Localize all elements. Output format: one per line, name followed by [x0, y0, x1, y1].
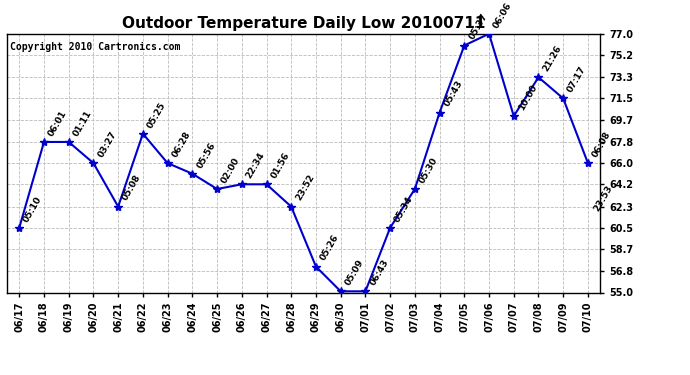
Text: 10:00: 10:00 [517, 83, 538, 112]
Text: 23:53: 23:53 [592, 184, 614, 213]
Text: 23:52: 23:52 [294, 173, 316, 202]
Text: 05:34: 05:34 [393, 194, 415, 224]
Text: 05:08: 05:08 [121, 173, 143, 202]
Text: 05:10: 05:10 [22, 195, 44, 224]
Text: 05:09: 05:09 [344, 258, 366, 287]
Text: 22:34: 22:34 [244, 151, 267, 180]
Title: Outdoor Temperature Daily Low 20100711: Outdoor Temperature Daily Low 20100711 [122, 16, 485, 31]
Text: 05:56: 05:56 [195, 140, 217, 170]
Text: 05:30: 05:30 [417, 156, 440, 185]
Text: 06:06: 06:06 [492, 0, 514, 30]
Text: 06:28: 06:28 [170, 130, 193, 159]
Text: 06:43: 06:43 [368, 258, 391, 287]
Text: 05:25: 05:25 [146, 100, 168, 129]
Text: Copyright 2010 Cartronics.com: Copyright 2010 Cartronics.com [10, 42, 180, 51]
Text: 01:11: 01:11 [72, 109, 94, 138]
Text: 05:37: 05:37 [467, 12, 489, 41]
Text: 21:26: 21:26 [541, 44, 563, 73]
Text: 05:26: 05:26 [319, 233, 341, 262]
Text: 02:00: 02:00 [220, 156, 242, 185]
Text: 05:43: 05:43 [442, 79, 464, 108]
Text: 06:08: 06:08 [591, 130, 613, 159]
Text: 01:56: 01:56 [269, 151, 291, 180]
Text: 06:01: 06:01 [47, 109, 69, 138]
Text: 03:27: 03:27 [96, 130, 118, 159]
Text: 07:17: 07:17 [566, 65, 588, 94]
